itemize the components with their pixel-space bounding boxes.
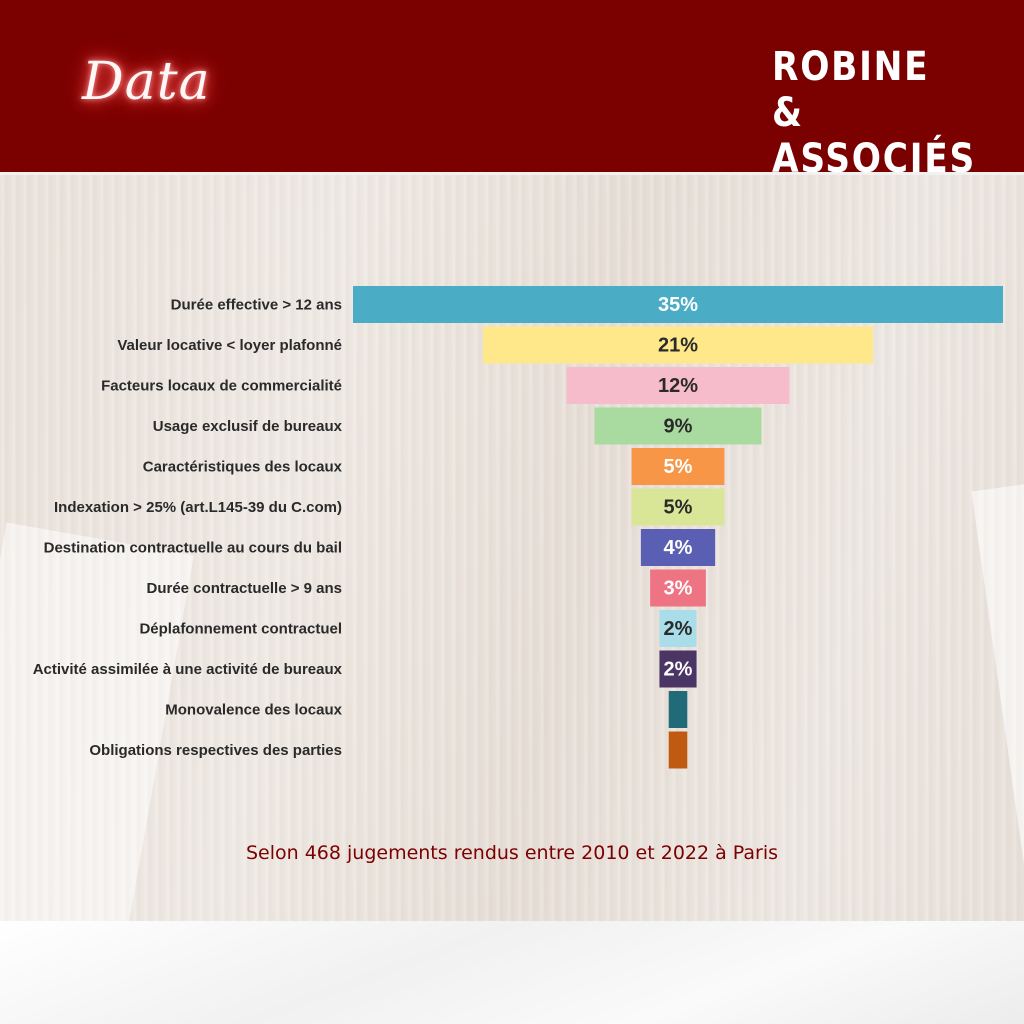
value-label: 35% (658, 294, 698, 316)
category-label: Monovalence des locaux (165, 701, 342, 718)
brand-logo: ROBINE & ASSOCIÉS (772, 44, 989, 182)
brand-line-1: ROBINE (772, 44, 930, 90)
category-label: Obligations respectives des parties (89, 742, 342, 759)
category-label: Destination contractuelle au cours du ba… (44, 539, 342, 556)
header-title: Data (82, 52, 211, 112)
category-label: Durée contractuelle > 9 ans (147, 580, 343, 597)
bar-3 (566, 367, 790, 404)
category-label: Caractéristiques des locaux (143, 458, 343, 475)
value-label: 21% (658, 334, 698, 356)
category-label: Durée effective > 12 ans (171, 296, 342, 313)
value-label: 5% (664, 456, 693, 478)
category-label: Activité assimilée à une activité de bur… (33, 661, 343, 678)
bar-8 (650, 569, 706, 607)
bar-12 (668, 731, 688, 769)
bar-11 (668, 691, 688, 728)
category-label: Indexation > 25% (art.L145-39 du C.com) (54, 499, 342, 516)
category-label: Valeur locative < loyer plafonné (117, 337, 342, 354)
value-label: 9% (664, 415, 693, 437)
bar-2 (483, 326, 873, 364)
chart-caption: Selon 468 jugements rendus entre 2010 et… (245, 842, 779, 864)
bar-10 (659, 650, 697, 688)
value-label: 2% (664, 618, 693, 640)
value-label: 4% (664, 537, 693, 559)
brand-line-2: & ASSOCIÉS (772, 90, 976, 182)
bar-1 (353, 286, 1003, 323)
bar-6 (631, 488, 725, 526)
value-label: 5% (664, 496, 693, 518)
bar-4 (594, 407, 762, 445)
category-label: Usage exclusif de bureaux (153, 418, 343, 435)
bar-5 (631, 448, 725, 485)
value-label: 12% (658, 375, 698, 397)
footer-band (0, 921, 1024, 1024)
value-label: 2% (664, 658, 693, 680)
value-label: 3% (664, 577, 693, 599)
category-label: Déplafonnement contractuel (139, 620, 342, 637)
header-banner: Data ROBINE & ASSOCIÉS (0, 0, 1024, 182)
bar-9 (659, 610, 697, 647)
category-label: Facteurs locaux de commercialité (101, 377, 342, 394)
bar-7 (640, 529, 716, 566)
